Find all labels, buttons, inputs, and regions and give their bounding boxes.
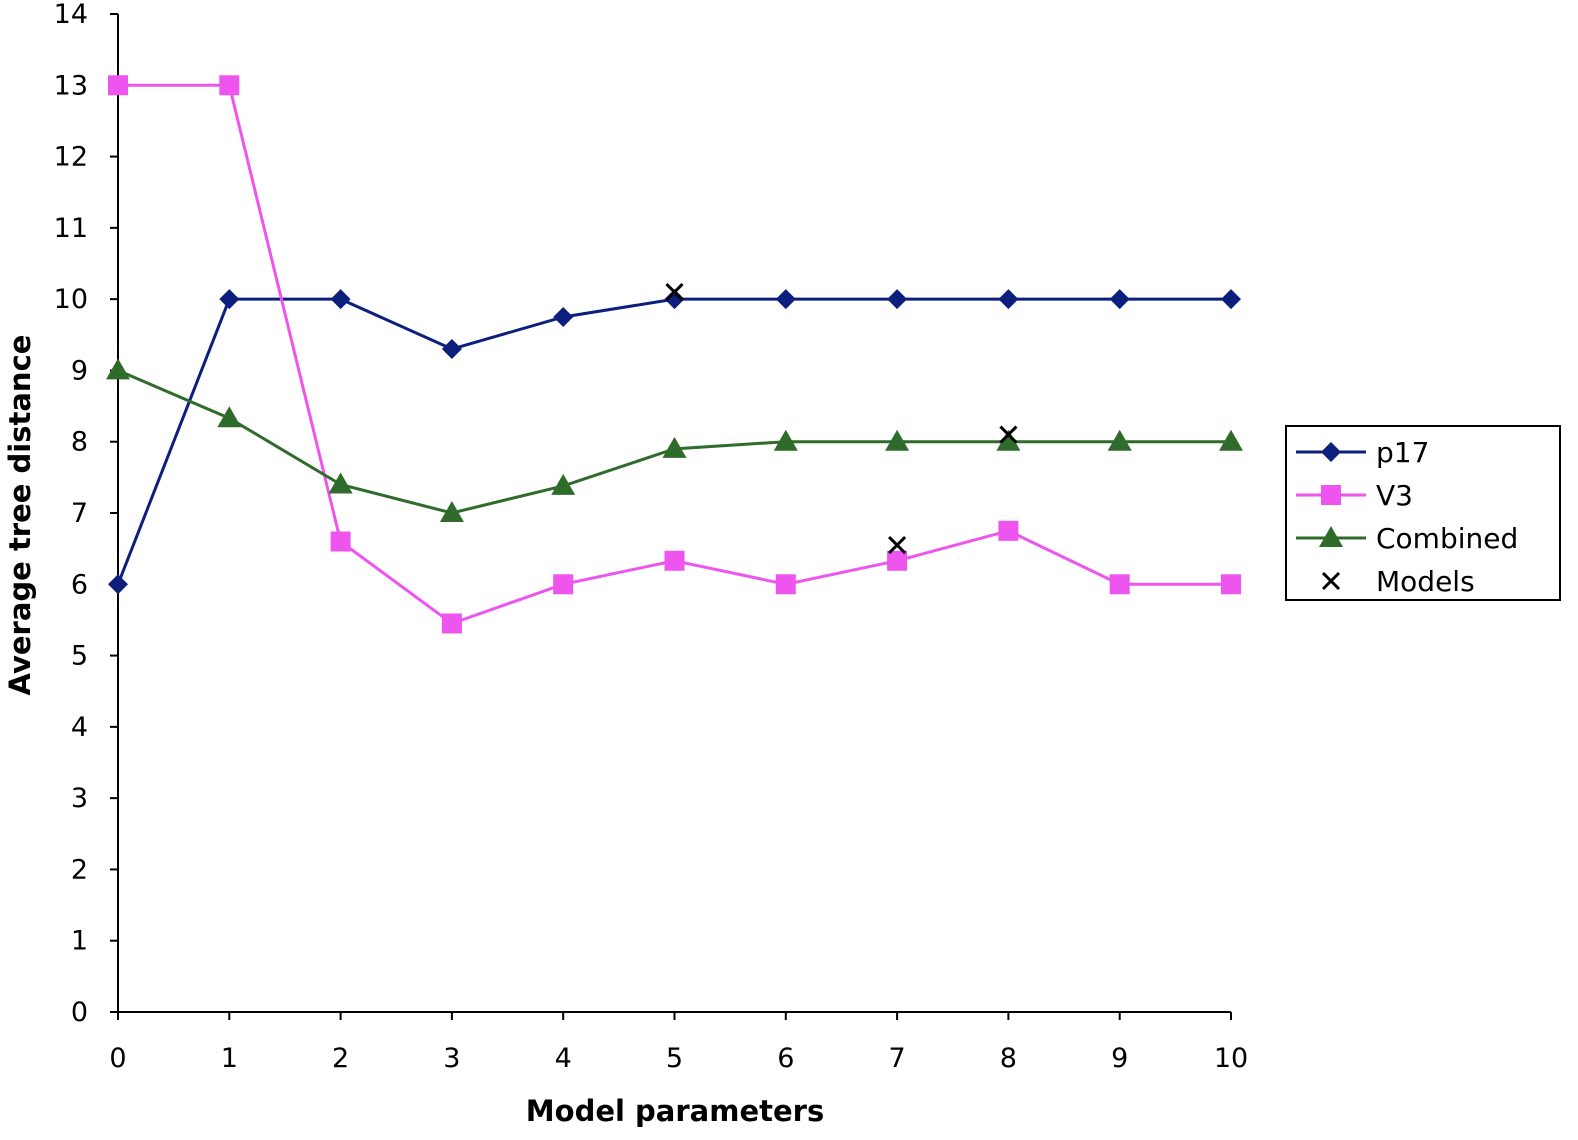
series-p17 [108,289,1241,595]
y-tick-label: 4 [71,712,88,743]
legend-label-combined: Combined [1376,522,1518,555]
x-axis: 0 1 2 3 4 5 6 7 8 9 10 [109,1011,1248,1074]
data-point-combined [996,429,1021,451]
y-tick-label: 0 [71,997,88,1028]
data-point-combined [328,472,353,494]
data-point-v3 [219,75,240,96]
data-point-v3 [1109,574,1130,595]
legend-label-models: Models [1376,565,1475,598]
models-x-stroke-b [999,425,1018,444]
x-tick-label: 10 [1214,1043,1248,1074]
data-point-v3 [441,613,462,634]
x-tick-label: 8 [1000,1043,1017,1074]
data-point-p17 [1221,289,1241,310]
data-point-combined [1219,429,1243,451]
series-models [665,282,1018,555]
data-point-p17 [219,289,240,310]
data-point-combined [773,429,798,451]
data-point-v3 [1221,574,1241,595]
y-tick-label: 12 [54,142,88,173]
y-tick-label: 14 [54,0,88,30]
data-point-combined [885,429,910,451]
data-point-combined [217,406,242,428]
legend-marker-models [1321,571,1341,591]
data-point-v3 [664,550,685,571]
y-axis-title: Average tree distance [3,335,37,696]
x-tick-label: 6 [777,1043,794,1074]
data-point-p17 [330,289,351,310]
series-layer [106,75,1243,634]
legend-label-v3: V3 [1376,479,1413,512]
data-point-models [888,536,907,555]
y-tick-label: 3 [71,783,88,814]
legend-item-combined: Combined [1296,522,1518,555]
data-point-p17 [887,289,908,310]
legend: p17 V3 Combined Models [1285,425,1561,601]
data-point-combined [106,358,130,380]
data-point-v3 [887,550,908,571]
models-x-stroke-b [888,536,907,555]
data-point-models [665,282,684,302]
y-tick-label: 6 [71,569,88,600]
y-tick-label: 10 [54,284,88,315]
data-point-p17 [108,574,128,595]
series-line-v3 [118,83,1231,626]
x-tick-label: 9 [1111,1043,1128,1074]
x-axis-title: Model parameters [526,1094,824,1128]
data-point-p17 [441,339,462,360]
series-combined [106,358,1243,522]
x-tick-label: 2 [332,1043,349,1074]
series-v3 [108,75,1241,634]
data-point-v3 [108,75,128,96]
data-point-p17 [998,289,1019,310]
data-point-p17 [664,289,685,310]
y-tick-label: 9 [71,355,88,386]
x-tick-label: 0 [109,1043,126,1074]
data-point-models [999,425,1018,444]
data-point-combined [551,473,576,495]
models-x-stroke-b [1321,571,1341,591]
models-x-stroke-b [665,282,684,302]
data-point-p17 [553,306,574,327]
y-tick-label: 8 [71,427,88,458]
data-point-v3 [330,531,351,552]
data-point-v3 [998,520,1019,541]
y-tick-label: 5 [71,641,88,672]
y-tick-label: 11 [54,213,88,244]
data-point-p17 [775,289,796,310]
legend-marker-p17 [1321,442,1341,462]
data-point-v3 [553,574,574,595]
data-point-combined [662,436,687,458]
x-tick-label: 7 [889,1043,906,1074]
x-tick-label: 3 [443,1043,460,1074]
x-tick-label: 5 [666,1043,683,1074]
data-point-combined [1107,429,1132,451]
data-point-combined [439,501,464,522]
legend-item-p17: p17 [1296,436,1429,469]
x-tick-label: 4 [555,1043,572,1074]
y-tick-label: 7 [71,498,88,529]
legend-item-models: Models [1321,565,1475,598]
y-tick-label: 13 [54,70,88,101]
y-tick-label: 1 [71,926,88,957]
legend-item-v3: V3 [1296,479,1413,512]
y-tick-label: 2 [71,854,88,885]
x-tick-label: 1 [221,1043,238,1074]
legend-marker-v3 [1321,485,1341,505]
data-point-p17 [1109,289,1130,310]
data-point-v3 [775,574,796,595]
legend-marker-combined [1319,526,1343,547]
legend-label-p17: p17 [1376,436,1429,469]
